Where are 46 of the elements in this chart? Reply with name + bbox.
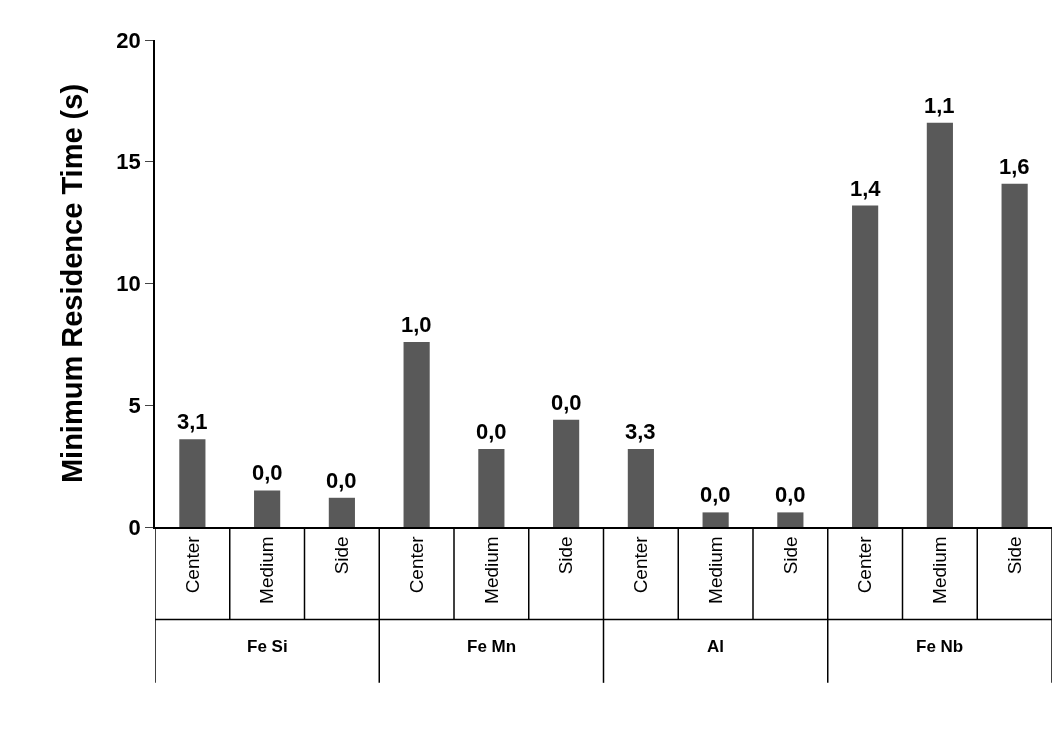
text: Fe Nb <box>916 637 964 656</box>
annotation: 1,0 <box>401 312 432 337</box>
text: Al <box>707 637 724 656</box>
x-tick-label: Side <box>779 536 801 575</box>
x-tick-label: Side <box>331 536 353 575</box>
bar <box>1001 183 1028 527</box>
y-tick-label: 5 <box>128 392 141 418</box>
annotation: 1,6 <box>999 154 1030 179</box>
annotation: 1,4 <box>850 176 882 201</box>
x-tick-label: Side <box>555 536 577 575</box>
x-tick-label: Side <box>1003 536 1025 575</box>
y-tick-label: 15 <box>116 149 141 175</box>
annotation: 1,1 <box>924 93 955 118</box>
bar <box>852 205 879 527</box>
text: Fe Si <box>247 637 288 656</box>
annotation: 0,0 <box>476 419 507 444</box>
annotation: 0,0 <box>700 482 731 507</box>
annotation: 0,0 <box>551 390 582 415</box>
bar <box>403 341 430 527</box>
x-tick-label: Medium <box>480 536 502 604</box>
y-tick-label: 20 <box>116 27 141 53</box>
bar <box>179 439 206 527</box>
bar <box>702 512 729 527</box>
text: Fe Mn <box>467 637 517 656</box>
x-tick-label: Center <box>405 535 427 594</box>
y-tick-label: 10 <box>116 271 141 297</box>
annotation: 0,0 <box>775 482 806 507</box>
bar <box>328 497 355 527</box>
y-tick-label: 0 <box>128 514 141 540</box>
bar <box>627 449 654 527</box>
bar <box>926 122 953 527</box>
bar <box>553 419 580 527</box>
bar <box>254 490 281 527</box>
bar <box>478 449 505 527</box>
x-tick-label: Medium <box>929 536 951 604</box>
annotation: 0,0 <box>326 468 357 493</box>
annotation: 3,3 <box>625 419 656 444</box>
annotation: 3,1 <box>177 409 208 434</box>
x-tick-label: Medium <box>256 536 278 604</box>
x-tick-label: Center <box>630 535 652 594</box>
y-axis-title: Minimum Residence Time (s) <box>56 83 89 484</box>
bar <box>777 512 804 527</box>
annotation: 0,0 <box>252 460 283 485</box>
x-tick-label: Center <box>181 535 203 594</box>
x-tick-label: Center <box>854 535 876 594</box>
x-tick-label: Medium <box>704 536 726 604</box>
